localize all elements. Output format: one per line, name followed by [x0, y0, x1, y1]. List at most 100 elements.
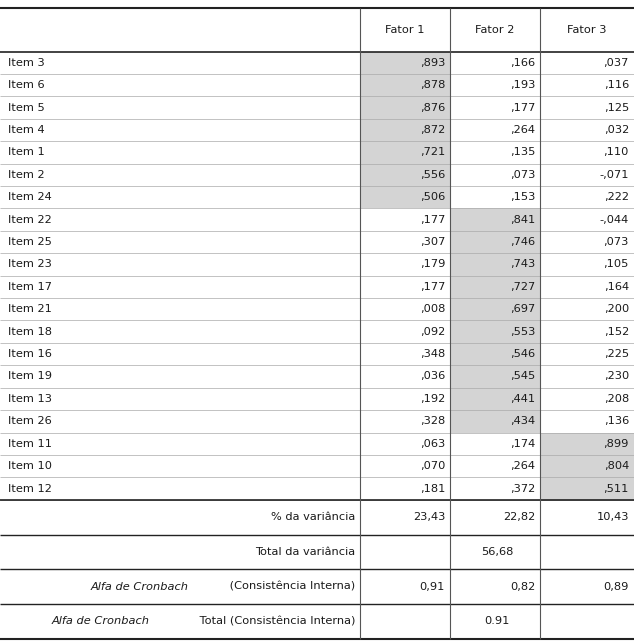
Bar: [540, 433, 634, 455]
Text: ,208: ,208: [604, 394, 629, 404]
Text: Item 25: Item 25: [8, 237, 51, 247]
Text: Alfa de Cronbach: Alfa de Cronbach: [51, 616, 150, 627]
Text: ,222: ,222: [604, 192, 629, 202]
Text: ,743: ,743: [510, 260, 535, 269]
Text: ,230: ,230: [604, 372, 629, 381]
Text: Item 16: Item 16: [8, 349, 51, 359]
Bar: [450, 298, 540, 321]
Bar: [360, 97, 450, 118]
Text: ,164: ,164: [604, 282, 629, 292]
Text: Item 26: Item 26: [8, 416, 51, 426]
Bar: [450, 410, 540, 433]
Text: ,264: ,264: [510, 461, 535, 471]
Text: ,193: ,193: [510, 80, 535, 90]
Text: Item 2: Item 2: [8, 170, 44, 180]
Text: 56,68: 56,68: [481, 547, 514, 557]
Text: Item 24: Item 24: [8, 192, 51, 202]
Text: Item 12: Item 12: [8, 484, 51, 493]
Text: ,092: ,092: [420, 327, 445, 337]
Text: ,135: ,135: [510, 147, 535, 157]
Text: ,553: ,553: [510, 327, 535, 337]
Text: Fator 3: Fator 3: [567, 24, 607, 35]
Bar: [360, 118, 450, 141]
Text: ,174: ,174: [510, 439, 535, 449]
Text: Item 11: Item 11: [8, 439, 51, 449]
Text: ,264: ,264: [510, 125, 535, 135]
Bar: [450, 321, 540, 343]
Text: ,110: ,110: [604, 147, 629, 157]
Text: ,073: ,073: [510, 170, 535, 180]
Text: 0,89: 0,89: [604, 582, 629, 592]
Bar: [450, 231, 540, 253]
Bar: [360, 164, 450, 186]
Text: ,105: ,105: [604, 260, 629, 269]
Text: ,070: ,070: [420, 461, 445, 471]
Text: ,008: ,008: [420, 304, 445, 314]
Text: ,177: ,177: [510, 102, 535, 113]
Text: ,152: ,152: [604, 327, 629, 337]
Text: ,899: ,899: [604, 439, 629, 449]
Text: ,841: ,841: [510, 214, 535, 225]
Bar: [450, 388, 540, 410]
Text: Item 4: Item 4: [8, 125, 44, 135]
Text: ,546: ,546: [510, 349, 535, 359]
Text: ,876: ,876: [420, 102, 445, 113]
Text: Item 21: Item 21: [8, 304, 51, 314]
Text: 0,91: 0,91: [420, 582, 445, 592]
Text: ,177: ,177: [420, 282, 445, 292]
Text: (Consistência Interna): (Consistência Interna): [226, 582, 355, 592]
Text: Item 5: Item 5: [8, 102, 44, 113]
Text: ,307: ,307: [420, 237, 445, 247]
Text: Item 19: Item 19: [8, 372, 51, 381]
Text: 0.91: 0.91: [484, 616, 510, 627]
Bar: [360, 52, 450, 74]
Text: ,037: ,037: [604, 58, 629, 68]
Text: Fator 1: Fator 1: [385, 24, 425, 35]
Text: Total (Consistência Interna): Total (Consistência Interna): [196, 616, 355, 627]
Text: Fator 2: Fator 2: [476, 24, 515, 35]
Text: Item 13: Item 13: [8, 394, 51, 404]
Text: ,434: ,434: [510, 416, 535, 426]
Bar: [450, 209, 540, 231]
Text: ,893: ,893: [420, 58, 445, 68]
Text: ,192: ,192: [420, 394, 445, 404]
Text: ,556: ,556: [420, 170, 445, 180]
Text: ,545: ,545: [510, 372, 535, 381]
Text: ,441: ,441: [510, 394, 535, 404]
Text: Item 10: Item 10: [8, 461, 51, 471]
Text: ,727: ,727: [510, 282, 535, 292]
Text: ,036: ,036: [420, 372, 445, 381]
Text: 23,43: 23,43: [413, 512, 445, 522]
Text: ,872: ,872: [420, 125, 445, 135]
Text: ,166: ,166: [510, 58, 535, 68]
Text: ,506: ,506: [420, 192, 445, 202]
Text: ,200: ,200: [604, 304, 629, 314]
Text: % da variância: % da variância: [271, 512, 355, 522]
Bar: [450, 365, 540, 388]
Text: ,073: ,073: [604, 237, 629, 247]
Text: ,511: ,511: [604, 484, 629, 493]
Text: ,136: ,136: [604, 416, 629, 426]
Text: ,063: ,063: [420, 439, 445, 449]
Text: Item 6: Item 6: [8, 80, 44, 90]
Text: ,878: ,878: [420, 80, 445, 90]
Bar: [540, 477, 634, 500]
Text: ,372: ,372: [510, 484, 535, 493]
Text: Item 23: Item 23: [8, 260, 51, 269]
Text: -,071: -,071: [599, 170, 629, 180]
Bar: [360, 186, 450, 209]
Text: ,721: ,721: [420, 147, 445, 157]
Text: Total da variância: Total da variância: [255, 547, 355, 557]
Text: Alfa de Cronbach: Alfa de Cronbach: [91, 582, 188, 592]
Bar: [360, 141, 450, 164]
Text: ,032: ,032: [604, 125, 629, 135]
Text: ,804: ,804: [604, 461, 629, 471]
Text: ,225: ,225: [604, 349, 629, 359]
Text: -,044: -,044: [600, 214, 629, 225]
Bar: [450, 253, 540, 276]
Text: 10,43: 10,43: [597, 512, 629, 522]
Text: ,328: ,328: [420, 416, 445, 426]
Text: Item 22: Item 22: [8, 214, 51, 225]
Bar: [360, 74, 450, 97]
Text: ,348: ,348: [420, 349, 445, 359]
